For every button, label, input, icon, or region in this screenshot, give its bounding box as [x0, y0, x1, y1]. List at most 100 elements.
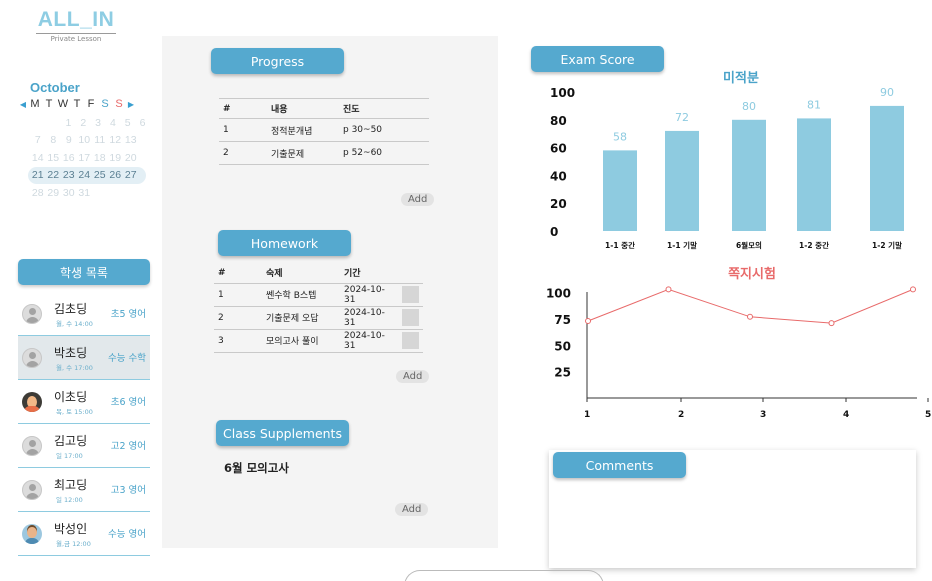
cell-pages: p 52~60	[339, 141, 429, 165]
boy-avatar-icon	[22, 523, 42, 544]
homework-add-button[interactable]: Add	[396, 370, 430, 383]
cell-index: 2	[214, 305, 262, 329]
girl-avatar-icon	[22, 391, 42, 412]
supplements-add-button[interactable]: Add	[395, 503, 429, 516]
default-avatar-icon	[22, 303, 42, 324]
x-tick-label: 1-1 기말	[667, 240, 697, 250]
supplements-header[interactable]: Class Supplements	[216, 420, 349, 446]
table-row[interactable]: 1 쎈수학 B스텝 2024-10-31	[214, 282, 423, 306]
cell-index: 2	[219, 141, 267, 165]
calendar-day[interactable]: 2	[80, 116, 87, 129]
calendar-day[interactable]: 6	[139, 116, 146, 129]
calendar-day[interactable]: 9	[65, 134, 72, 147]
calendar-day[interactable]: 13	[124, 134, 137, 147]
logo-title: ALL_IN	[37, 8, 115, 31]
x-tick-label: 4	[843, 410, 849, 420]
student-list: 김초딩 월, 수 14:00 초5 영어 박초딩 월, 수 17:00 수능 수학 이초딩 목…	[18, 292, 150, 556]
y-tick-label: 0	[550, 225, 558, 239]
student-item[interactable]: 이초딩 목, 토 15:00 초6 영어	[18, 380, 150, 424]
table-row[interactable]: 1 정적분개념 p 30~50	[219, 118, 429, 142]
done-checkbox[interactable]	[402, 332, 419, 349]
table-row[interactable]: 2 기출문제 오답 2024-10-31	[214, 305, 423, 329]
calendar-day[interactable]: 21	[31, 169, 44, 182]
calendar-next-icon[interactable]: ▶	[127, 100, 135, 109]
cell-due: 2024-10-31	[340, 328, 398, 353]
calendar-day[interactable]: 15	[47, 151, 60, 164]
student-schedule: 목, 토 15:00	[56, 408, 93, 416]
calendar-day[interactable]: 4	[109, 116, 116, 129]
data-point	[910, 286, 916, 293]
calendar-prev-icon[interactable]: ◀	[19, 100, 27, 109]
y-tick-label: 100	[546, 287, 571, 301]
cell-task: 기출문제 오답	[262, 305, 340, 329]
calendar-day[interactable]: 3	[95, 116, 101, 129]
bar-chart-title: 미적분	[723, 70, 759, 86]
student-item[interactable]: 김초딩 월, 수 14:00 초5 영어	[18, 292, 150, 336]
calendar-day[interactable]: 11	[94, 134, 106, 147]
student-class: 고2 영어	[110, 441, 146, 452]
weekday-label: T	[73, 98, 81, 110]
calendar-grid: 1 2 3 4 5 6 7 8 9 10 11 12 13 14 15 16 17 18 19 20 21 22 23 24 2…	[28, 114, 150, 202]
y-tick-label: 100	[550, 86, 575, 100]
progress-table: # 내용 진도 1 정적분개념 p 30~50 2 기출문제 p 52~60	[219, 98, 429, 165]
student-item[interactable]: 박성인 월,금 12:00 수능 영어	[18, 512, 150, 556]
weekday-label: W	[57, 98, 69, 110]
progress-add-button[interactable]: Add	[401, 193, 435, 206]
data-point	[828, 320, 835, 327]
progress-header[interactable]: Progress	[211, 48, 344, 74]
comments-header[interactable]: Comments	[553, 452, 686, 478]
calendar-day[interactable]: 5	[124, 116, 131, 129]
student-class: 고3 영어	[110, 485, 146, 496]
table-row[interactable]: 2 기출문제 p 52~60	[219, 141, 429, 165]
supplement-item[interactable]: 6월 모의고사	[224, 461, 289, 475]
calendar-week-row: 21 22 23 24 25 26 27	[28, 166, 146, 184]
calendar-day[interactable]: 17	[78, 151, 91, 164]
calendar-day[interactable]: 16	[62, 151, 75, 164]
calendar-day[interactable]: 25	[93, 169, 106, 182]
column-header: 기간	[344, 269, 361, 280]
cell-content: 기출문제	[267, 141, 339, 165]
calendar-day[interactable]: 7	[34, 134, 41, 147]
student-item[interactable]: 김고딩 일 17:00 고2 영어	[18, 424, 150, 468]
calendar-day[interactable]: 22	[47, 169, 60, 182]
column-header: #	[218, 267, 226, 278]
exam-score-header[interactable]: Exam Score	[531, 46, 664, 72]
logo-subtitle: Private Lesson	[36, 33, 116, 43]
x-tick-label: 5	[925, 410, 931, 420]
calendar-day[interactable]: 29	[47, 186, 60, 199]
calendar-day[interactable]: 14	[31, 151, 44, 164]
data-point	[585, 318, 591, 325]
cell-index: 1	[219, 118, 267, 142]
calendar-day[interactable]: 8	[50, 134, 57, 147]
done-checkbox[interactable]	[402, 309, 419, 326]
student-item[interactable]: 최고딩 일 12:00 고3 영어	[18, 468, 150, 512]
calendar-day[interactable]: 20	[124, 151, 137, 164]
column-header: 숙제	[266, 269, 283, 280]
calendar-day[interactable]: 23	[62, 169, 75, 182]
bar	[797, 118, 831, 231]
calendar-day[interactable]: 26	[109, 169, 122, 182]
student-list-header[interactable]: 학생 목록	[18, 259, 150, 285]
calendar-day[interactable]: 12	[109, 134, 122, 147]
student-schedule: 일 17:00	[56, 452, 83, 460]
calendar-day[interactable]: 10	[78, 134, 91, 147]
calendar-day[interactable]: 19	[109, 151, 122, 164]
x-tick-label: 2	[678, 410, 684, 420]
student-name: 최고딩	[54, 478, 88, 492]
calendar-day[interactable]: 18	[93, 151, 106, 164]
calendar-day[interactable]: 31	[78, 186, 91, 199]
calendar-day[interactable]: 1	[65, 116, 72, 129]
calendar-day[interactable]: 28	[31, 186, 44, 199]
homework-header[interactable]: Homework	[218, 230, 351, 256]
bar	[665, 130, 699, 231]
table-row[interactable]: 3 모의고사 풀이 2024-10-31	[214, 328, 423, 353]
default-avatar-icon	[22, 347, 42, 368]
calendar-day[interactable]: 27	[124, 169, 137, 182]
cell-content: 정적분개념	[267, 118, 339, 142]
student-item[interactable]: 박초딩 월, 수 17:00 수능 수학	[18, 336, 150, 380]
calendar-day[interactable]: 24	[78, 169, 91, 182]
done-checkbox[interactable]	[402, 286, 419, 303]
student-class: 초6 영어	[110, 397, 146, 408]
calendar-day[interactable]: 30	[62, 186, 75, 199]
